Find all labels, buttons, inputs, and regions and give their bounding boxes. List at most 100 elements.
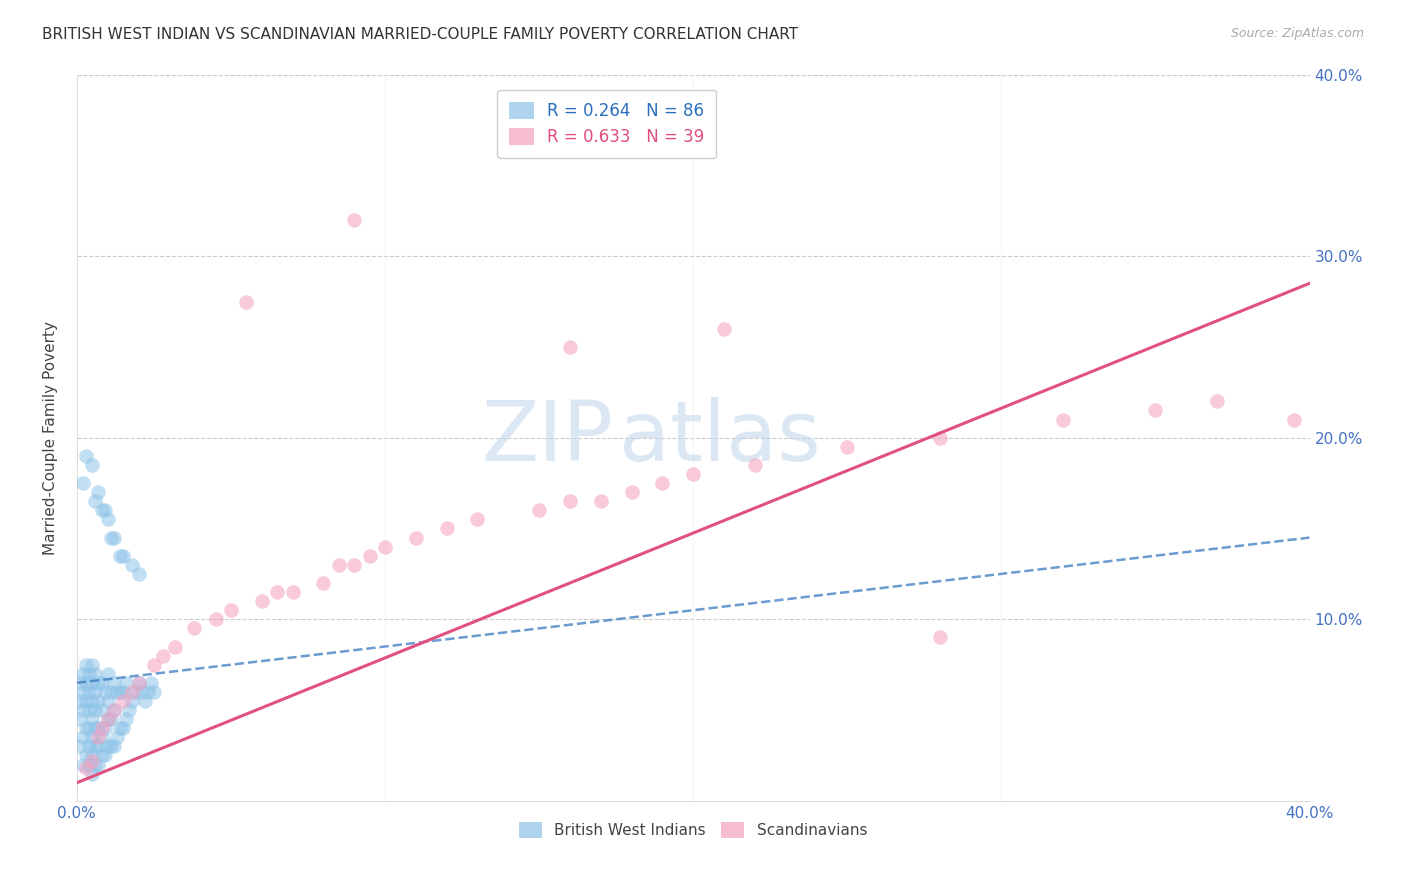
Point xyxy=(105,685,128,699)
Point xyxy=(87,757,110,772)
Point xyxy=(343,212,366,227)
Point xyxy=(97,739,120,754)
Point xyxy=(93,685,115,699)
Point xyxy=(128,676,150,690)
Point xyxy=(467,512,489,526)
Point xyxy=(97,712,120,726)
Point xyxy=(75,676,97,690)
Point xyxy=(77,666,100,681)
Point xyxy=(75,657,97,672)
Point xyxy=(97,712,120,726)
Point xyxy=(90,703,112,717)
Point xyxy=(405,531,427,545)
Point xyxy=(90,748,112,763)
Point xyxy=(128,676,150,690)
Point xyxy=(682,467,704,481)
Point xyxy=(97,512,120,526)
Point xyxy=(115,676,138,690)
Text: BRITISH WEST INDIAN VS SCANDINAVIAN MARRIED-COUPLE FAMILY POVERTY CORRELATION CH: BRITISH WEST INDIAN VS SCANDINAVIAN MARR… xyxy=(42,27,799,42)
Point xyxy=(651,476,673,491)
Point xyxy=(139,676,162,690)
Point xyxy=(112,549,135,563)
Point xyxy=(90,731,112,745)
Point xyxy=(87,676,110,690)
Point xyxy=(527,503,550,517)
Point xyxy=(82,712,104,726)
Point xyxy=(744,458,766,472)
Point xyxy=(328,558,350,572)
Point xyxy=(250,594,273,608)
Point xyxy=(84,739,107,754)
Point xyxy=(100,685,122,699)
Point xyxy=(115,712,138,726)
Point xyxy=(82,766,104,780)
Point xyxy=(108,549,131,563)
Point xyxy=(69,712,91,726)
Point xyxy=(72,666,94,681)
Point xyxy=(1206,394,1229,409)
Point xyxy=(77,739,100,754)
Point xyxy=(219,603,242,617)
Point xyxy=(90,676,112,690)
Point xyxy=(103,676,125,690)
Point xyxy=(837,440,859,454)
Point xyxy=(103,703,125,717)
Y-axis label: Married-Couple Family Poverty: Married-Couple Family Poverty xyxy=(44,321,58,555)
Point xyxy=(90,721,112,735)
Point xyxy=(72,757,94,772)
Point xyxy=(82,676,104,690)
Point xyxy=(124,685,146,699)
Point xyxy=(69,739,91,754)
Point xyxy=(359,549,381,563)
Point xyxy=(128,566,150,581)
Point xyxy=(77,685,100,699)
Point xyxy=(204,612,226,626)
Point xyxy=(121,558,143,572)
Point xyxy=(84,685,107,699)
Point xyxy=(77,721,100,735)
Point xyxy=(87,721,110,735)
Point xyxy=(620,485,643,500)
Point xyxy=(93,503,115,517)
Point xyxy=(136,685,159,699)
Point xyxy=(87,485,110,500)
Text: atlas: atlas xyxy=(619,397,821,478)
Point xyxy=(1052,412,1074,426)
Point xyxy=(100,712,122,726)
Point xyxy=(266,585,288,599)
Point xyxy=(82,754,104,768)
Point xyxy=(103,531,125,545)
Point xyxy=(75,694,97,708)
Point xyxy=(82,458,104,472)
Point xyxy=(84,703,107,717)
Point xyxy=(103,739,125,754)
Point xyxy=(112,694,135,708)
Point xyxy=(436,521,458,535)
Text: ZIP: ZIP xyxy=(481,397,613,478)
Point xyxy=(84,494,107,508)
Point xyxy=(87,694,110,708)
Point xyxy=(558,494,581,508)
Point xyxy=(374,540,396,554)
Point xyxy=(121,685,143,699)
Point xyxy=(1282,412,1305,426)
Point xyxy=(82,731,104,745)
Point xyxy=(93,748,115,763)
Point xyxy=(72,703,94,717)
Point xyxy=(343,558,366,572)
Point xyxy=(312,576,335,591)
Point xyxy=(281,585,304,599)
Point xyxy=(100,531,122,545)
Point xyxy=(84,757,107,772)
Point xyxy=(82,748,104,763)
Point xyxy=(75,449,97,463)
Point xyxy=(142,685,165,699)
Point xyxy=(152,648,174,663)
Point xyxy=(75,748,97,763)
Point xyxy=(84,721,107,735)
Point xyxy=(100,739,122,754)
Point xyxy=(103,703,125,717)
Point xyxy=(72,731,94,745)
Point xyxy=(72,476,94,491)
Point xyxy=(77,757,100,772)
